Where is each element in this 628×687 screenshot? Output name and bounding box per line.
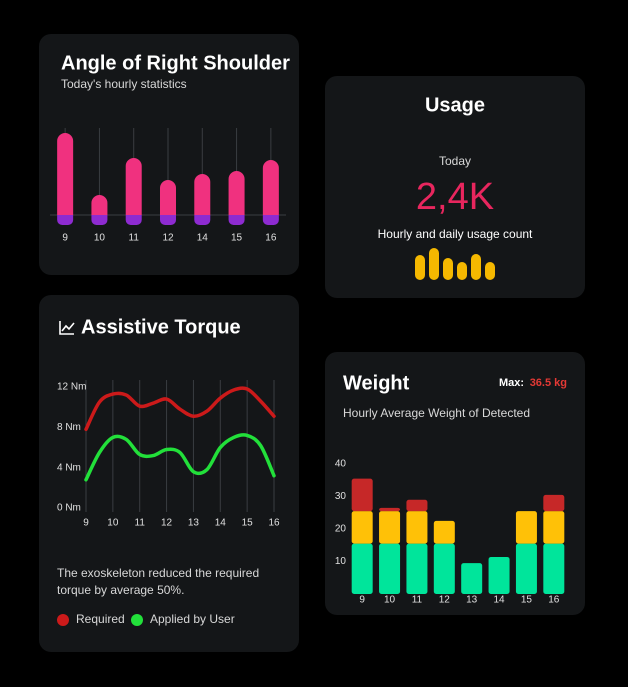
x-tick-label: 12: [161, 518, 173, 529]
bar: [485, 262, 495, 280]
bar: [194, 215, 211, 225]
bar: [262, 215, 279, 225]
card-subtitle: Today's hourly statistics: [61, 77, 187, 91]
bar: [228, 171, 245, 215]
bar: [471, 254, 481, 280]
x-tick-label: 11: [412, 595, 423, 606]
x-tick-label: 9: [62, 233, 68, 244]
bar-segment: [351, 478, 373, 512]
card-title: Assistive Torque: [81, 316, 241, 338]
bar: [262, 160, 279, 215]
x-tick-label: 12: [162, 233, 174, 244]
x-tick-label: 10: [384, 595, 396, 606]
bar-segment: [351, 543, 373, 594]
bar: [429, 248, 439, 280]
legend-label: Applied by User: [150, 612, 235, 626]
bar-segment: [406, 543, 428, 594]
bar: [415, 255, 425, 280]
max-label: Max:: [499, 377, 524, 389]
x-tick-label: 16: [548, 595, 560, 606]
bar-segment: [379, 511, 401, 544]
x-tick-label: 14: [197, 233, 209, 244]
x-tick-label: 12: [439, 595, 451, 606]
card-subtitle: Hourly Average Weight of Detected: [343, 406, 530, 420]
bar: [91, 195, 108, 215]
bar-segment: [379, 507, 401, 512]
y-tick-label: 30: [335, 491, 347, 502]
card-title: Usage: [425, 94, 485, 116]
bar-segment: [406, 511, 428, 544]
bar: [125, 158, 142, 215]
bar-segment: [543, 543, 565, 594]
y-tick-label: 40: [335, 459, 347, 470]
bar: [160, 180, 176, 215]
x-tick-label: 15: [521, 595, 533, 606]
x-tick-label: 10: [94, 233, 106, 244]
bar: [57, 215, 74, 225]
note: torque by average 50%.: [57, 583, 184, 597]
bar-segment: [543, 511, 565, 544]
max-value: 36.5 kg: [530, 377, 567, 389]
x-tick-label: 16: [265, 233, 277, 244]
card-subtitle: Hourly and daily usage count: [378, 227, 533, 241]
bar: [125, 215, 142, 225]
y-tick-label: 10: [335, 556, 347, 567]
card-title: Weight: [343, 372, 410, 394]
card-title: Angle of Right Shoulder: [61, 52, 290, 74]
bar-segment: [379, 543, 401, 594]
bar: [443, 258, 453, 280]
bar-segment: [433, 543, 455, 594]
bar: [194, 174, 211, 215]
y-tick-label: 8 Nm: [57, 422, 81, 433]
x-tick-label: 14: [215, 518, 227, 529]
legend-swatch: [57, 614, 69, 626]
x-tick-label: 11: [135, 518, 146, 529]
y-tick-label: 4 Nm: [57, 462, 81, 473]
bar: [91, 215, 108, 225]
bar: [160, 215, 176, 225]
x-tick-label: 10: [107, 518, 119, 529]
legend-label: Required: [76, 612, 125, 626]
legend-swatch: [131, 614, 143, 626]
y-tick-label: 20: [335, 524, 347, 535]
usage-total: 2,4K: [416, 176, 494, 218]
x-tick-label: 13: [466, 595, 478, 606]
bar-segment: [433, 520, 455, 544]
card: [325, 76, 585, 298]
y-tick-label: 0 Nm: [57, 503, 81, 514]
bar: [457, 262, 467, 280]
line: [84, 433, 276, 482]
x-tick-label: 14: [494, 595, 506, 606]
x-tick-label: 15: [231, 233, 243, 244]
bar-segment: [461, 563, 483, 594]
x-tick-label: 11: [129, 233, 140, 244]
y-tick-label: 12 Nm: [57, 382, 86, 393]
chart-icon: [59, 321, 75, 335]
bar-segment: [351, 511, 373, 544]
x-tick-label: 16: [268, 518, 280, 529]
note: The exoskeleton reduced the required: [57, 566, 259, 580]
card: [39, 295, 299, 652]
x-tick-label: 9: [83, 518, 89, 529]
x-tick-label: 9: [359, 595, 365, 606]
bar: [228, 215, 245, 225]
bar: [57, 133, 74, 215]
x-tick-label: 13: [188, 518, 200, 529]
bar-segment: [406, 499, 428, 512]
line: [84, 386, 276, 432]
bar-segment: [543, 494, 565, 512]
bar-segment: [488, 556, 510, 594]
x-tick-label: 15: [242, 518, 254, 529]
period-label: Today: [439, 154, 471, 168]
bar-segment: [515, 543, 537, 594]
bar-segment: [515, 511, 537, 544]
